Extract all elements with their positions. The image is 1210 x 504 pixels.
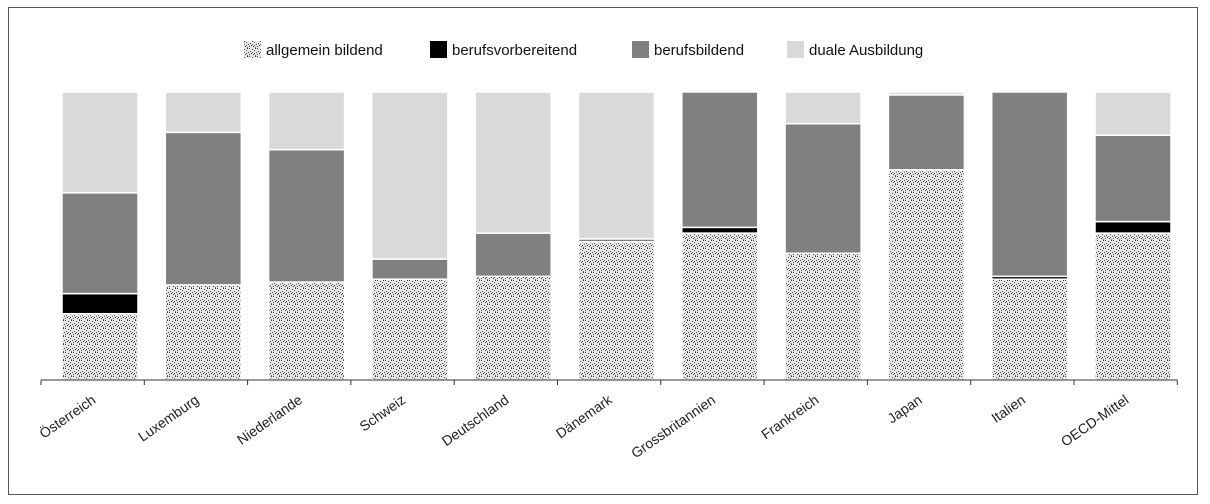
stacked-bar-chart: allgemein bildend berufsvorbereitend beruf… <box>36 41 1178 461</box>
legend-label: allgemein bildend <box>266 42 383 59</box>
bar-segment <box>784 122 862 255</box>
bar-segment <box>990 278 1069 381</box>
bar-segment <box>61 292 139 315</box>
bar-segment <box>887 91 966 96</box>
x-tick-label: Japan <box>884 391 924 426</box>
bar-segment <box>784 252 862 381</box>
chart-frame: allgemein bildend berufsvorbereitend beruf… <box>8 7 1198 495</box>
bar-segment <box>990 91 1069 278</box>
bar-segment <box>474 91 552 234</box>
bars <box>61 91 1172 381</box>
x-axis: Österreich Luxemburg Niederlande Schweiz Deu… <box>36 379 1178 461</box>
bar-segment <box>1094 91 1172 136</box>
bar-segment <box>371 91 449 260</box>
legend-label: berufsbildend <box>654 42 744 59</box>
x-tick-label: Dänemark <box>553 391 616 442</box>
x-tick-label: Niederlande <box>234 391 305 448</box>
bar-segment <box>61 91 139 194</box>
x-tick-label: Italien <box>988 391 1028 426</box>
bar-segment <box>164 284 243 381</box>
bar-segment <box>1094 220 1172 234</box>
legend-swatch <box>430 41 447 58</box>
x-tick-label: Grossbritannien <box>628 391 718 461</box>
bar-segment <box>371 258 449 280</box>
bar-segment <box>164 131 243 286</box>
x-tick-label: Österreich <box>36 391 99 442</box>
bar-segment <box>474 275 552 381</box>
bar-segment <box>474 232 552 278</box>
x-tick-label: Schweiz <box>356 391 408 434</box>
bar-segment <box>164 91 243 134</box>
bar-segment <box>1094 134 1172 223</box>
bar-segment <box>577 241 656 381</box>
bar-segment <box>267 148 346 283</box>
bar-segment <box>681 232 759 381</box>
legend-swatch <box>787 41 804 58</box>
bar-segment <box>577 91 656 240</box>
bar-segment <box>61 192 139 295</box>
bar-segment <box>681 226 759 234</box>
legend-swatch <box>244 41 261 58</box>
bar-segment <box>681 91 759 229</box>
legend: allgemein bildend berufsvorbereitend beruf… <box>244 41 923 59</box>
legend-label: duale Ausbildung <box>809 42 923 59</box>
x-tick-label: Deutschland <box>439 391 512 449</box>
x-tick-label: OECD-Mittel <box>1058 391 1132 449</box>
x-tick-label: Frankreich <box>758 391 821 442</box>
bar-segment <box>887 169 966 381</box>
bar-segment <box>371 278 449 381</box>
x-tick-label: Luxemburg <box>135 391 202 444</box>
bar-segment <box>887 94 966 171</box>
bar-segment <box>267 91 346 151</box>
bar-segment <box>784 91 862 125</box>
bar-segment <box>61 313 139 381</box>
bar-segment <box>1094 232 1172 381</box>
legend-swatch <box>632 41 649 58</box>
bar-segment <box>267 281 346 381</box>
legend-label: berufsvorbereitend <box>452 42 577 59</box>
